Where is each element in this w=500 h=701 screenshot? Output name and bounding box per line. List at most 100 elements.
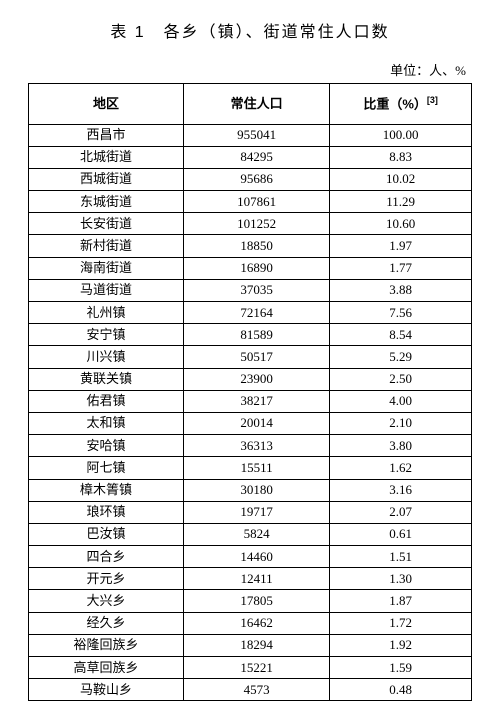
- cell-region: 北城街道: [29, 146, 184, 168]
- cell-percent: 7.56: [330, 302, 472, 324]
- table-row: 太和镇200142.10: [29, 412, 472, 434]
- cell-population: 19717: [184, 501, 330, 523]
- cell-population: 16462: [184, 612, 330, 634]
- table-row: 长安街道10125210.60: [29, 213, 472, 235]
- cell-percent: 1.51: [330, 546, 472, 568]
- col-percent: 比重（%）[3]: [330, 84, 472, 125]
- table-row: 巴汝镇58240.61: [29, 523, 472, 545]
- cell-population: 15511: [184, 457, 330, 479]
- cell-percent: 2.07: [330, 501, 472, 523]
- table-row: 东城街道10786111.29: [29, 191, 472, 213]
- table-header-row: 地区 常住人口 比重（%）[3]: [29, 84, 472, 125]
- cell-population: 15221: [184, 657, 330, 679]
- table-row: 裕隆回族乡182941.92: [29, 634, 472, 656]
- cell-percent: 1.30: [330, 568, 472, 590]
- table-row: 川兴镇505175.29: [29, 346, 472, 368]
- cell-population: 17805: [184, 590, 330, 612]
- cell-region: 开元乡: [29, 568, 184, 590]
- cell-region: 黄联关镇: [29, 368, 184, 390]
- cell-percent: 0.61: [330, 523, 472, 545]
- cell-region: 四合乡: [29, 546, 184, 568]
- cell-population: 23900: [184, 368, 330, 390]
- cell-percent: 1.59: [330, 657, 472, 679]
- cell-percent: 11.29: [330, 191, 472, 213]
- table-row: 安宁镇815898.54: [29, 324, 472, 346]
- table-row: 礼州镇721647.56: [29, 302, 472, 324]
- table-row: 佑君镇382174.00: [29, 390, 472, 412]
- cell-population: 50517: [184, 346, 330, 368]
- table-row: 北城街道842958.83: [29, 146, 472, 168]
- col-percent-label: 比重（%）: [363, 96, 427, 111]
- cell-percent: 1.77: [330, 257, 472, 279]
- cell-percent: 3.80: [330, 435, 472, 457]
- table-row: 大兴乡178051.87: [29, 590, 472, 612]
- cell-population: 84295: [184, 146, 330, 168]
- cell-percent: 2.50: [330, 368, 472, 390]
- cell-region: 经久乡: [29, 612, 184, 634]
- cell-region: 西昌市: [29, 124, 184, 146]
- cell-percent: 2.10: [330, 412, 472, 434]
- cell-percent: 4.00: [330, 390, 472, 412]
- table-row: 新村街道188501.97: [29, 235, 472, 257]
- table-row: 海南街道168901.77: [29, 257, 472, 279]
- table-title: 表 1 各乡（镇）、街道常住人口数: [28, 18, 472, 42]
- cell-population: 14460: [184, 546, 330, 568]
- unit-label: 单位：人、%: [28, 60, 472, 79]
- cell-percent: 10.02: [330, 168, 472, 190]
- cell-percent: 1.97: [330, 235, 472, 257]
- cell-region: 琅环镇: [29, 501, 184, 523]
- cell-percent: 3.16: [330, 479, 472, 501]
- table-row: 黄联关镇239002.50: [29, 368, 472, 390]
- cell-region: 裕隆回族乡: [29, 634, 184, 656]
- cell-percent: 1.62: [330, 457, 472, 479]
- cell-population: 12411: [184, 568, 330, 590]
- table-row: 琅环镇197172.07: [29, 501, 472, 523]
- cell-region: 高草回族乡: [29, 657, 184, 679]
- table-row: 阿七镇155111.62: [29, 457, 472, 479]
- cell-population: 81589: [184, 324, 330, 346]
- cell-percent: 8.54: [330, 324, 472, 346]
- cell-percent: 100.00: [330, 124, 472, 146]
- cell-population: 30180: [184, 479, 330, 501]
- cell-region: 海南街道: [29, 257, 184, 279]
- cell-population: 95686: [184, 168, 330, 190]
- cell-population: 20014: [184, 412, 330, 434]
- table-row: 樟木箐镇301803.16: [29, 479, 472, 501]
- table-row: 西昌市955041100.00: [29, 124, 472, 146]
- cell-region: 安宁镇: [29, 324, 184, 346]
- table-row: 四合乡144601.51: [29, 546, 472, 568]
- cell-region: 长安街道: [29, 213, 184, 235]
- cell-population: 955041: [184, 124, 330, 146]
- cell-region: 东城街道: [29, 191, 184, 213]
- cell-population: 16890: [184, 257, 330, 279]
- cell-population: 4573: [184, 679, 330, 701]
- cell-population: 18850: [184, 235, 330, 257]
- cell-percent: 10.60: [330, 213, 472, 235]
- table-row: 开元乡124111.30: [29, 568, 472, 590]
- cell-population: 38217: [184, 390, 330, 412]
- cell-percent: 0.48: [330, 679, 472, 701]
- cell-region: 马鞍山乡: [29, 679, 184, 701]
- population-table: 地区 常住人口 比重（%）[3] 西昌市955041100.00北城街道8429…: [28, 83, 472, 701]
- cell-region: 川兴镇: [29, 346, 184, 368]
- cell-percent: 3.88: [330, 279, 472, 301]
- cell-percent: 1.72: [330, 612, 472, 634]
- cell-population: 18294: [184, 634, 330, 656]
- cell-population: 37035: [184, 279, 330, 301]
- cell-population: 72164: [184, 302, 330, 324]
- cell-region: 马道街道: [29, 279, 184, 301]
- table-row: 马道街道370353.88: [29, 279, 472, 301]
- cell-percent: 8.83: [330, 146, 472, 168]
- cell-percent: 1.87: [330, 590, 472, 612]
- cell-region: 樟木箐镇: [29, 479, 184, 501]
- table-row: 经久乡164621.72: [29, 612, 472, 634]
- cell-population: 5824: [184, 523, 330, 545]
- cell-region: 太和镇: [29, 412, 184, 434]
- table-row: 马鞍山乡45730.48: [29, 679, 472, 701]
- cell-percent: 1.92: [330, 634, 472, 656]
- col-region: 地区: [29, 84, 184, 125]
- footnote-mark: [3]: [427, 95, 438, 105]
- cell-region: 西城街道: [29, 168, 184, 190]
- cell-population: 101252: [184, 213, 330, 235]
- cell-region: 礼州镇: [29, 302, 184, 324]
